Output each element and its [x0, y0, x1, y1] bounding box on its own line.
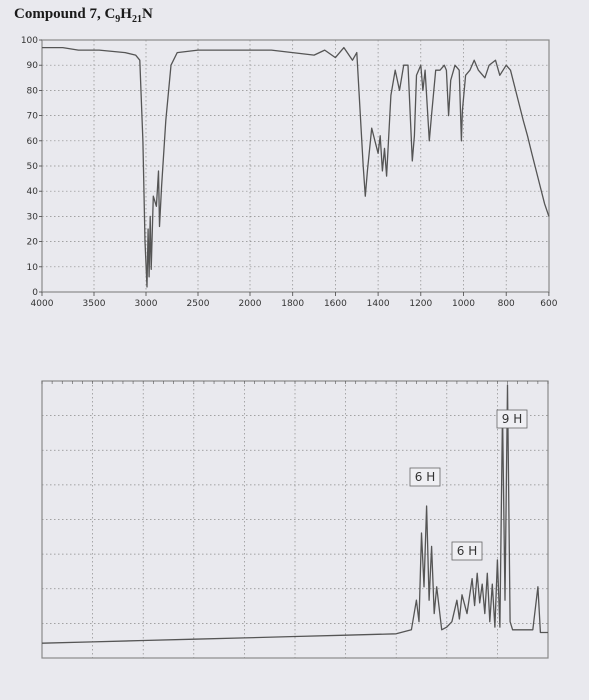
ir-x-tick-label: 600	[540, 299, 557, 309]
ir-x-tick-label: 2500	[187, 299, 210, 309]
integration-label-9h: 9 H	[496, 409, 528, 429]
integration-label-text: 9 H	[502, 412, 522, 426]
ir-x-tick-label: 1600	[324, 299, 347, 309]
ir-x-tick-label: 1000	[452, 299, 475, 309]
ir-y-tick-label: 60	[27, 137, 39, 147]
integration-label-6h-a: 6 H	[409, 467, 441, 487]
integration-label-text: 6 H	[457, 544, 477, 558]
ir-y-tick-label: 70	[27, 112, 39, 122]
ir-y-tick-label: 80	[27, 86, 39, 96]
integration-label-box	[496, 409, 528, 429]
ir-x-tick-label: 1800	[281, 299, 304, 309]
ir-x-tick-label: 800	[498, 299, 515, 309]
integration-label-6h-b: 6 H	[451, 541, 483, 561]
ir-y-tick-label: 0	[32, 288, 38, 298]
ir-x-tick-label: 2000	[239, 299, 262, 309]
ir-spectrum: 4000 3500 3000 2500 2000 1800 1600 1400 1200 1000…	[21, 36, 558, 309]
ir-x-tick-label: 1200	[409, 299, 432, 309]
ir-trace	[42, 46, 550, 288]
integration-label-text: 6 H	[415, 470, 435, 484]
integration-label-box	[451, 541, 483, 561]
ir-x-tick-label: 1400	[367, 299, 390, 309]
page-title: Compound 7, C9H21N	[14, 6, 153, 25]
ir-y-tick-label: 10	[27, 263, 39, 273]
ir-x-tick-label: 3500	[83, 299, 106, 309]
ir-x-tick-label: 4000	[31, 299, 54, 309]
integration-label-box	[409, 467, 441, 487]
ir-x-tick-label: 3000	[135, 299, 158, 309]
ir-y-tick-label: 90	[27, 61, 39, 71]
ir-y-tick-label: 50	[27, 162, 39, 172]
nmr-trace	[41, 384, 548, 644]
ir-y-tick-label: 20	[27, 238, 39, 248]
ir-y-tick-label: 40	[27, 187, 39, 197]
ir-y-tick-label: 100	[21, 36, 38, 46]
nmr-spectrum: 6 H 6 H 9 H	[41, 380, 549, 659]
ir-y-tick-label: 30	[27, 212, 39, 222]
